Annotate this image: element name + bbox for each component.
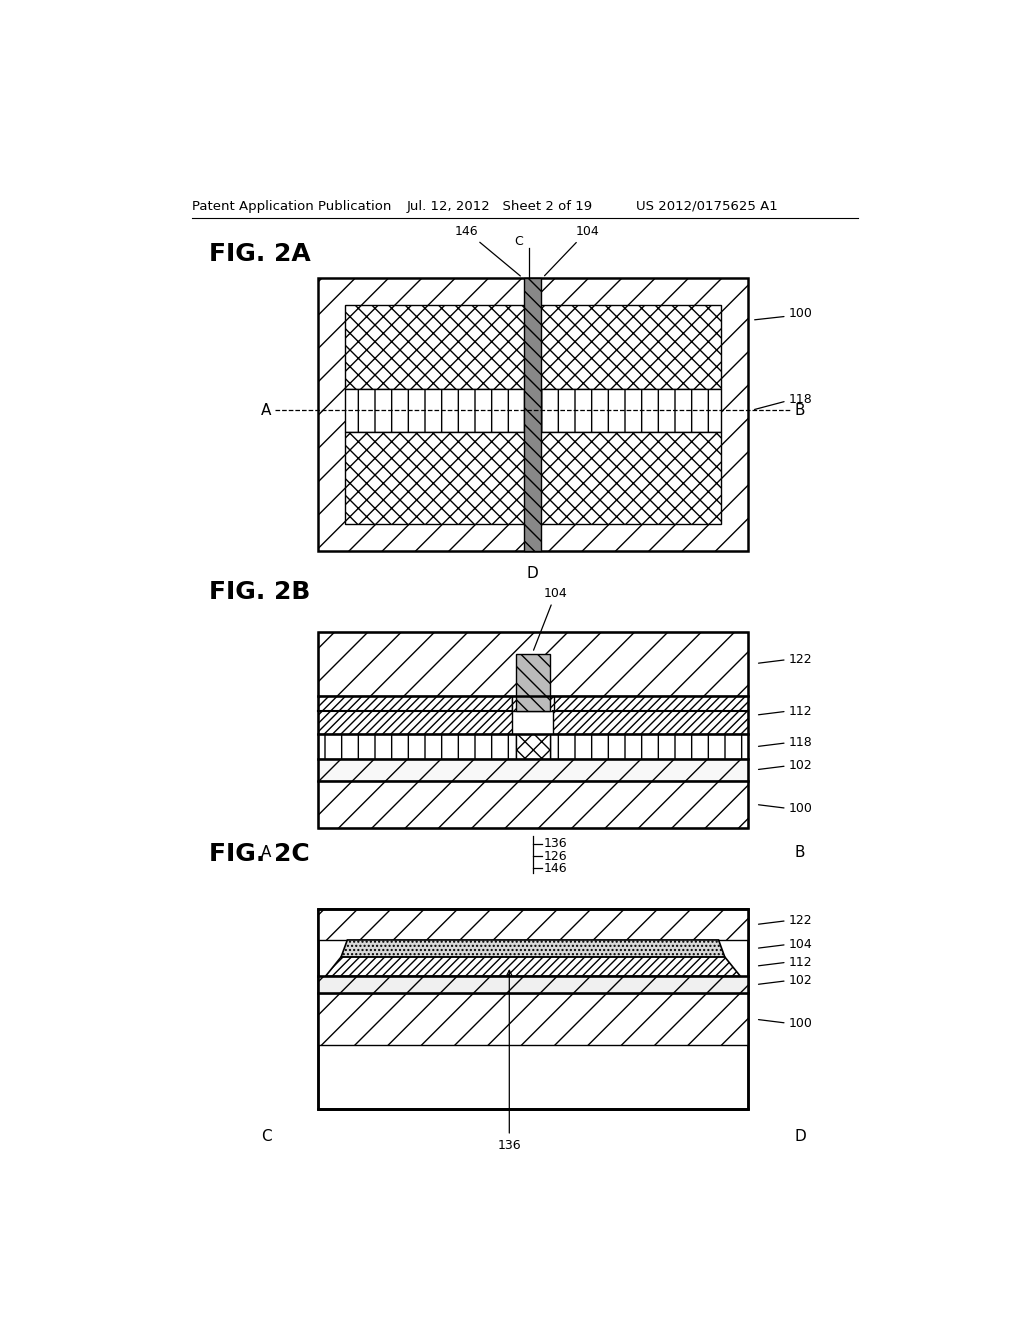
Text: FIG. 2B: FIG. 2B [209,581,310,605]
Text: FIG. 2C: FIG. 2C [209,842,310,866]
Text: C: C [261,1129,271,1143]
Bar [345,389,524,432]
Bar [317,277,748,552]
Bar [317,909,748,940]
Text: 104: 104 [788,939,812,952]
Text: 126: 126 [544,850,567,862]
Text: 102: 102 [788,759,812,772]
Text: 100: 100 [788,308,812,321]
Text: FIG. 2A: FIG. 2A [209,242,311,265]
Text: D: D [795,1129,806,1143]
Bar [317,909,748,1109]
Text: 112: 112 [788,705,812,718]
Bar [317,696,512,734]
Text: Patent Application Publication: Patent Application Publication [191,199,391,213]
Text: D: D [526,566,539,582]
Text: 122: 122 [788,915,812,927]
Text: 100: 100 [788,801,812,814]
Text: 146: 146 [455,224,520,276]
Bar [345,305,721,389]
Text: 146: 146 [544,862,567,875]
Bar [317,632,748,696]
Bar [317,734,515,759]
Bar [524,277,541,552]
Text: B: B [795,845,805,861]
Text: C: C [514,235,523,248]
Bar [317,977,748,993]
Text: 118: 118 [788,737,812,750]
Text: 136: 136 [544,837,567,850]
Bar [515,734,550,759]
Text: A: A [261,845,271,861]
Bar [541,389,721,432]
Bar [345,432,721,524]
Bar [317,780,748,829]
Text: 136: 136 [498,970,521,1151]
Text: 112: 112 [788,956,812,969]
Polygon shape [341,940,725,957]
Text: A: A [261,403,271,417]
Text: 118: 118 [788,393,812,407]
Text: 102: 102 [788,974,812,987]
Text: 104: 104 [534,586,567,651]
Bar [550,734,748,759]
Text: B: B [795,403,805,417]
Bar [317,632,748,829]
Text: 122: 122 [788,653,812,667]
Bar [317,759,748,780]
Polygon shape [326,957,740,977]
Text: US 2012/0175625 A1: US 2012/0175625 A1 [636,199,778,213]
Bar [317,993,748,1045]
Text: 100: 100 [788,1016,812,1030]
Polygon shape [515,655,550,711]
Bar [512,696,554,711]
Text: 104: 104 [545,224,599,276]
Bar [554,696,748,734]
Text: Jul. 12, 2012   Sheet 2 of 19: Jul. 12, 2012 Sheet 2 of 19 [407,199,593,213]
Bar [317,909,748,1109]
